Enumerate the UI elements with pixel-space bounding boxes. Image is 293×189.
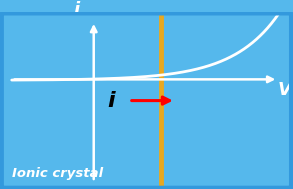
Text: i: i — [73, 1, 79, 19]
Text: V: V — [277, 81, 291, 99]
Text: Ionic crystal: Ionic crystal — [12, 167, 103, 180]
Text: i: i — [108, 91, 115, 111]
